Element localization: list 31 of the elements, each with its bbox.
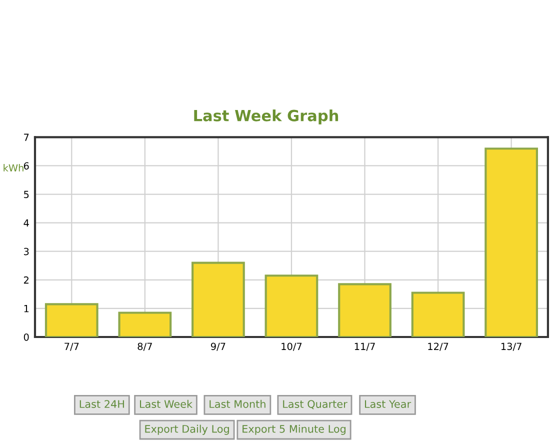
text: Last Year xyxy=(365,400,412,408)
x-tick-label: 13/7 xyxy=(501,342,522,351)
x-tick-label: 7/7 xyxy=(64,342,79,351)
text: Export 5 Minute Log xyxy=(242,424,346,435)
x-tick-label: 9/7 xyxy=(210,342,226,351)
x-tick-label: 12/7 xyxy=(428,342,448,351)
text: Last Month xyxy=(210,400,266,408)
x-tick-label: 8/7 xyxy=(138,342,152,351)
text: Last Quarter xyxy=(283,400,348,410)
bar xyxy=(484,148,538,337)
y-tick-label: 7 xyxy=(24,134,29,141)
bar xyxy=(411,292,465,337)
x-tick-label: 11/7 xyxy=(354,342,375,351)
y-tick-label: 1 xyxy=(24,305,29,312)
bar xyxy=(192,262,245,337)
y-tick-label: 6 xyxy=(24,162,29,170)
text: Last Week xyxy=(140,400,193,408)
y-tick-label: 5 xyxy=(24,190,29,198)
bar xyxy=(44,303,98,337)
bar xyxy=(338,283,392,337)
bar xyxy=(264,274,318,337)
bar xyxy=(118,312,172,337)
y-tick-label: 3 xyxy=(24,248,29,256)
text: Last 24H xyxy=(80,400,124,408)
y-tick-label: 2 xyxy=(24,276,28,284)
y-tick-label: 0 xyxy=(24,333,29,341)
y-tick-label: 4 xyxy=(24,219,29,227)
chart-title: Last Week Graph xyxy=(194,110,338,124)
x-tick-label: 10/7 xyxy=(282,342,302,351)
y-axis-title: kWh xyxy=(4,164,24,172)
text: Export Daily Log xyxy=(145,424,229,435)
